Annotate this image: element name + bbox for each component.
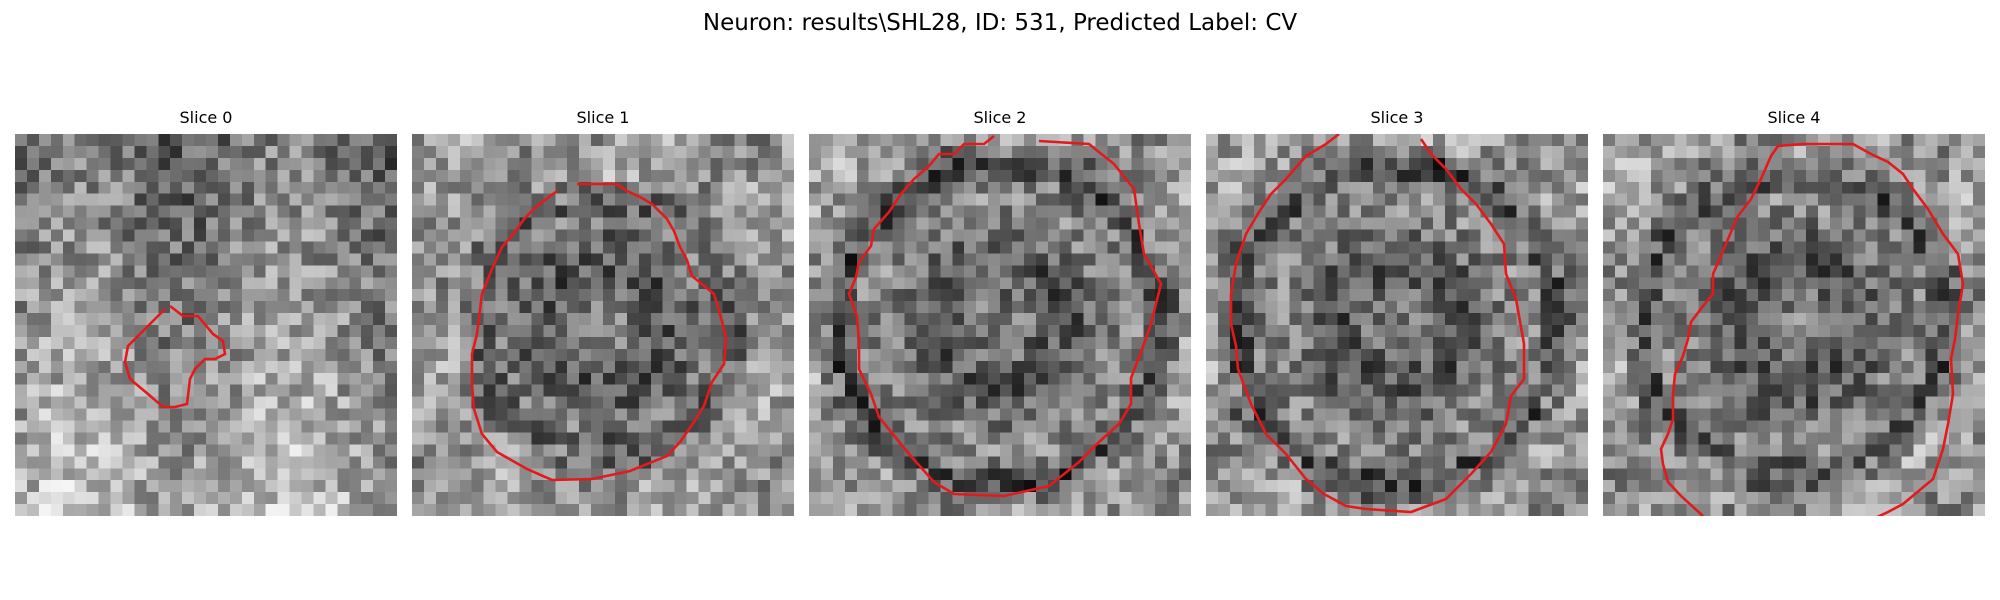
red-contour [1229, 134, 1526, 514]
slice-panel-4: Slice 4 [1603, 108, 1985, 516]
slice-image [809, 134, 1191, 516]
slice-panel-0: Slice 0 [15, 108, 397, 516]
slice-panel-2: Slice 2 [809, 108, 1191, 516]
grayscale-image [1603, 134, 1985, 516]
grayscale-image [809, 134, 1191, 516]
slice-image [1603, 134, 1985, 516]
red-contour [123, 304, 227, 409]
contour-overlay [123, 304, 227, 409]
figure-title: Neuron: results\SHL28, ID: 531, Predicte… [702, 10, 1298, 36]
contour-overlay [1659, 142, 1965, 516]
grayscale-image [412, 134, 794, 516]
slice-image [15, 134, 397, 516]
slice-title: Slice 1 [576, 108, 630, 127]
red-contour [470, 182, 728, 482]
slice-panel-3: Slice 3 [1206, 108, 1588, 516]
slice-image [412, 134, 794, 516]
slice-panel-1: Slice 1 [412, 108, 794, 516]
slice-title: Slice 0 [179, 108, 233, 127]
slice-image [1206, 134, 1588, 516]
contour-overlay [847, 134, 1163, 498]
contour-overlay [470, 182, 728, 482]
red-contour [847, 134, 1163, 498]
contour-overlay [1229, 134, 1526, 514]
slice-title: Slice 3 [1370, 108, 1424, 127]
slice-title: Slice 4 [1767, 108, 1821, 127]
slice-title: Slice 2 [973, 108, 1027, 127]
red-contour [1659, 142, 1965, 516]
